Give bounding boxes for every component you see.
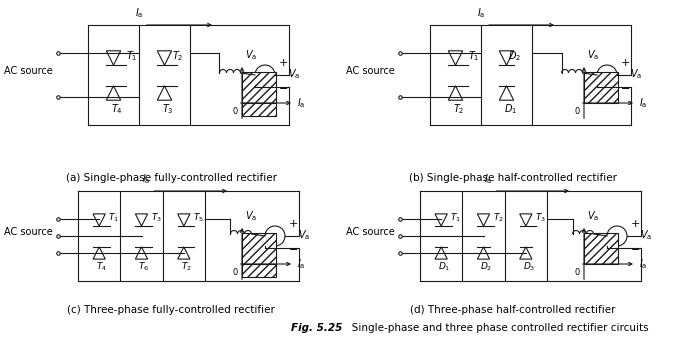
Text: $T_1$: $T_1$: [127, 49, 138, 63]
Text: AC source: AC source: [4, 66, 53, 76]
Text: $T_6$: $T_6$: [138, 260, 150, 273]
Text: $I_{\rm a}$: $I_{\rm a}$: [297, 257, 305, 271]
Text: $V_{\rm a}$: $V_{\rm a}$: [245, 209, 257, 223]
Text: $V_{\rm a}$: $V_{\rm a}$: [630, 67, 642, 81]
Text: $T_2$: $T_2$: [453, 102, 465, 116]
Text: 0: 0: [233, 268, 238, 277]
Text: (a) Single-phase fully-controlled rectifier: (a) Single-phase fully-controlled rectif…: [66, 173, 276, 183]
Text: $I_{\rm a}$: $I_{\rm a}$: [135, 6, 143, 20]
Text: $V_{\rm a}$: $V_{\rm a}$: [640, 228, 652, 242]
Text: $T_2$: $T_2$: [492, 212, 503, 224]
Text: $V_{\rm a}$: $V_{\rm a}$: [587, 209, 599, 223]
Text: $T_1$: $T_1$: [108, 212, 119, 224]
Bar: [242, 103, 276, 116]
Text: +: +: [620, 58, 630, 68]
Text: $V_{\rm a}$: $V_{\rm a}$: [245, 48, 257, 62]
Text: Fig. 5.25: Fig. 5.25: [291, 323, 342, 333]
Text: Single-phase and three phase controlled rectifier circuits: Single-phase and three phase controlled …: [342, 323, 648, 333]
Text: $T_2$: $T_2$: [181, 260, 192, 273]
Text: $-$: $-$: [620, 82, 630, 92]
Text: AC source: AC source: [346, 66, 395, 76]
Text: $I_{\rm a}$: $I_{\rm a}$: [639, 257, 647, 271]
Text: $T_1$: $T_1$: [450, 212, 461, 224]
Text: $I_{\rm a}$: $I_{\rm a}$: [639, 96, 647, 110]
Text: (c) Three-phase fully-controlled rectifier: (c) Three-phase fully-controlled rectifi…: [67, 305, 275, 315]
Text: $T_3$: $T_3$: [150, 212, 161, 224]
Text: $-$: $-$: [630, 243, 640, 253]
Text: $I_{\rm a}$: $I_{\rm a}$: [297, 96, 305, 110]
Bar: [242, 264, 276, 277]
Text: $I_{\rm a}$: $I_{\rm a}$: [477, 6, 485, 20]
Text: $-$: $-$: [288, 243, 298, 253]
Text: $D_1$: $D_1$: [504, 102, 518, 116]
Text: (d) Three-phase half-controlled rectifier: (d) Three-phase half-controlled rectifie…: [410, 305, 616, 315]
Text: $D_2$: $D_2$: [508, 49, 521, 63]
Text: $T_3$: $T_3$: [162, 102, 174, 116]
Text: $T_2$: $T_2$: [172, 49, 183, 63]
Text: $T_4$: $T_4$: [96, 260, 107, 273]
Text: +: +: [289, 219, 298, 229]
Text: 0: 0: [575, 268, 580, 277]
Text: $V_{\rm a}$: $V_{\rm a}$: [587, 48, 599, 62]
Text: $D_2$: $D_2$: [480, 260, 492, 273]
Text: $-$: $-$: [278, 82, 288, 92]
Text: $T_3$: $T_3$: [535, 212, 546, 224]
Text: $V_{\rm a}$: $V_{\rm a}$: [288, 67, 300, 81]
Text: $T_1$: $T_1$: [469, 49, 480, 63]
Bar: [584, 72, 618, 103]
Text: $I_{\rm a}$: $I_{\rm a}$: [142, 172, 150, 186]
Text: $T_5$: $T_5$: [193, 212, 204, 224]
Text: +: +: [278, 58, 288, 68]
Text: 0: 0: [233, 107, 238, 116]
Text: 0: 0: [575, 107, 580, 116]
Bar: [242, 72, 276, 103]
Bar: [584, 233, 618, 264]
Text: $V_{\rm a}$: $V_{\rm a}$: [298, 228, 310, 242]
Text: +: +: [631, 219, 640, 229]
Text: $T_4$: $T_4$: [111, 102, 123, 116]
Text: $D_3$: $D_3$: [523, 260, 535, 273]
Text: $I_{\rm a}$: $I_{\rm a}$: [484, 172, 492, 186]
Text: (b) Single-phase half-controlled rectifier: (b) Single-phase half-controlled rectifi…: [409, 173, 617, 183]
Text: AC source: AC source: [346, 227, 395, 237]
Text: $D_1$: $D_1$: [438, 260, 451, 273]
Text: AC source: AC source: [4, 227, 53, 237]
Bar: [242, 233, 276, 264]
